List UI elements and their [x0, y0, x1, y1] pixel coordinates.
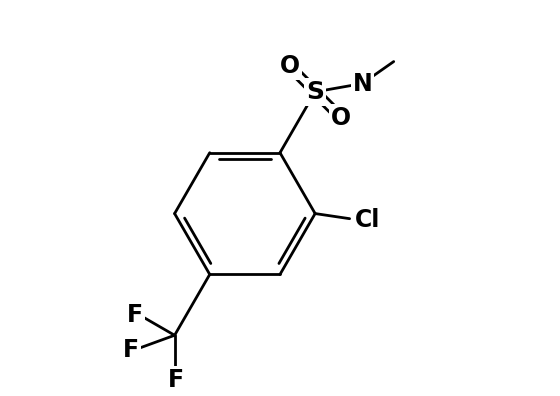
Text: S: S — [306, 80, 324, 104]
Text: Cl: Cl — [355, 208, 380, 232]
Text: F: F — [168, 368, 184, 392]
Text: F: F — [123, 338, 139, 362]
Text: N: N — [352, 72, 372, 95]
Text: O: O — [331, 106, 351, 130]
Text: F: F — [127, 303, 143, 327]
Text: O: O — [280, 54, 300, 78]
